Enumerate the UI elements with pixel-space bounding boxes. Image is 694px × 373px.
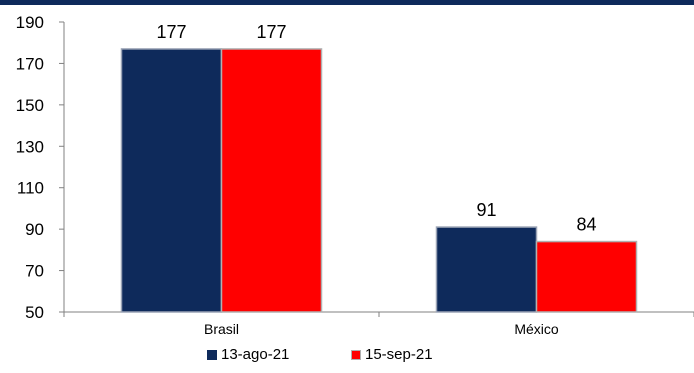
data-labels: 177 177 91 84 [156, 22, 596, 235]
bar-2 [535, 240, 638, 313]
bar-1 [120, 48, 223, 313]
y-tick-label: 170 [16, 54, 44, 73]
legend-swatch-series-2 [351, 349, 361, 360]
y-tick-label: 150 [16, 96, 44, 115]
data-label: 91 [476, 200, 496, 220]
y-tick-label: 70 [25, 262, 44, 281]
data-label: 84 [576, 215, 596, 235]
y-tick-label: 110 [17, 179, 44, 198]
y-tick-label: 130 [16, 137, 44, 156]
y-tick-label: 50 [25, 303, 44, 322]
legend-item-series-2: 15-sep-21 [351, 346, 433, 363]
y-axis: 50 70 90 110 130 150 170 190 [16, 13, 65, 322]
legend: 13-ago-21 15-sep-21 [0, 346, 694, 370]
legend-item-series-1: 13-ago-21 [207, 346, 289, 363]
x-category-label: Brasil [204, 321, 239, 337]
y-tick-label: 190 [16, 13, 44, 32]
bar-2 [220, 48, 323, 313]
bar-1 [435, 226, 538, 313]
top-rule [0, 0, 694, 5]
y-tick-label: 90 [25, 220, 44, 239]
x-axis: Brasil México [63, 311, 694, 337]
legend-label-series-2: 15-sep-21 [365, 346, 433, 363]
data-label: 177 [156, 22, 186, 42]
bars [120, 48, 638, 313]
legend-label-series-1: 13-ago-21 [221, 346, 290, 363]
data-label: 177 [256, 22, 286, 42]
legend-swatch-series-1 [207, 349, 217, 360]
x-category-label: México [514, 321, 559, 337]
